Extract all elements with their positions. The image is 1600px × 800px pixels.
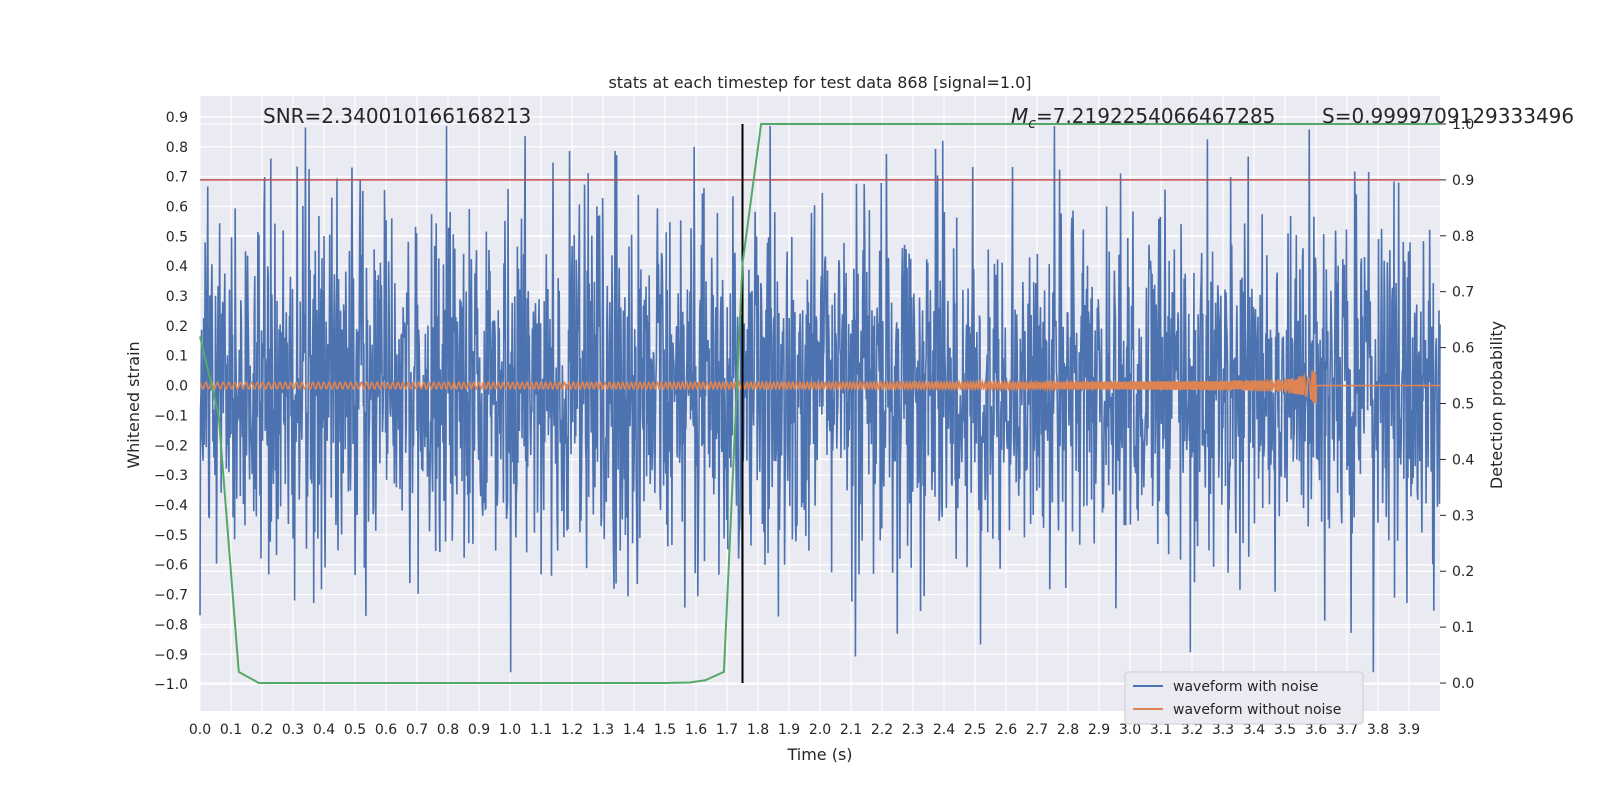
y2-tick-label: 0.2 (1452, 564, 1474, 580)
legend: waveform with noise waveform without noi… (1124, 671, 1364, 725)
y2-tick-label: 0.9 (1452, 173, 1474, 189)
x-tick-label: 1.9 (778, 722, 800, 738)
overlay-lines (200, 123, 1440, 684)
y-tick-label: 0.0 (166, 379, 188, 395)
y-tick-label: −0.3 (154, 468, 188, 484)
y2-tick-label: 0.8 (1452, 229, 1474, 245)
y-axis-title: Whitened strain (124, 341, 143, 468)
x-axis-ticks: 0.0 0.1 0.2 0.3 0.4 0.5 0.6 0.7 0.8 0.9 1.0 1.1 1.2 1… (189, 722, 1420, 738)
x-tick-label: 0.4 (313, 722, 335, 738)
y-axis-ticks: 0.9 0.8 0.7 0.6 0.5 0.4 0.3 0.2 0.1 0.0 −0.1 −0.2 −0… (154, 110, 188, 693)
y2-tick-label: 0.4 (1452, 452, 1474, 468)
y-tick-label: 0.9 (166, 110, 188, 126)
x-tick-label: 2.2 (871, 722, 893, 738)
mc-symbol: M (1011, 104, 1028, 128)
y2-axis-ticks: 1.0 0.9 0.8 0.7 0.6 0.5 0.4 0.3 0.2 0.1 0.0 (1440, 117, 1474, 692)
y-tick-label: −0.5 (154, 528, 188, 544)
y-tick-label: 0.1 (166, 349, 188, 365)
x-tick-label: 1.2 (561, 722, 583, 738)
x-tick-label: 3.3 (1212, 722, 1234, 738)
x-tick-label: 2.6 (995, 722, 1017, 738)
x-tick-label: 3.2 (1181, 722, 1203, 738)
x-tick-label: 3.4 (1243, 722, 1265, 738)
y2-tick-label: 0.3 (1452, 508, 1474, 524)
legend-label-noise: waveform with noise (1173, 679, 1318, 695)
x-tick-label: 1.3 (592, 722, 614, 738)
x-tick-label: 0.5 (344, 722, 366, 738)
x-tick-label: 1.0 (499, 722, 521, 738)
snr-annotation: SNR=2.340010166168213 (263, 104, 531, 128)
y-tick-label: 0.8 (166, 140, 188, 156)
x-tick-label: 2.7 (1026, 722, 1048, 738)
x-tick-label: 3.9 (1398, 722, 1420, 738)
detection-probability-line (199, 122, 1440, 685)
x-tick-label: 0.9 (468, 722, 490, 738)
x-tick-label: 2.8 (1057, 722, 1079, 738)
x-tick-label: 2.5 (964, 722, 986, 738)
x-tick-label: 3.6 (1305, 722, 1327, 738)
x-axis-title: Time (s) (786, 745, 852, 764)
x-tick-label: 3.5 (1274, 722, 1296, 738)
x-tick-label: 0.2 (251, 722, 273, 738)
y2-axis-title: Detection probability (1487, 321, 1506, 489)
x-tick-label: 1.6 (685, 722, 707, 738)
chart-title: stats at each timestep for test data 868… (608, 73, 1031, 92)
mc-annotation: Mc=7.2192254066467285 (1011, 104, 1275, 132)
y2-tick-label: 0.5 (1452, 397, 1474, 413)
y-tick-label: −0.9 (154, 647, 188, 663)
y-tick-label: 0.6 (166, 199, 188, 215)
y2-tick-label: 0.0 (1452, 676, 1474, 692)
legend-label-clean: waveform without noise (1173, 702, 1341, 718)
x-tick-label: 2.4 (933, 722, 955, 738)
x-tick-label: 0.1 (220, 722, 242, 738)
y-tick-label: −0.8 (154, 617, 188, 633)
y2-tick-label: 0.7 (1452, 285, 1474, 301)
y-tick-label: 0.2 (166, 319, 188, 335)
y-tick-label: 0.7 (166, 170, 188, 186)
y2-tick-label: 1.0 (1452, 117, 1474, 133)
x-tick-label: 0.8 (437, 722, 459, 738)
x-tick-label: 3.0 (1119, 722, 1141, 738)
clean-waveform-line (199, 370, 1440, 404)
x-tick-label: 0.6 (375, 722, 397, 738)
x-tick-label: 3.8 (1367, 722, 1389, 738)
series-detection-probability (199, 122, 1440, 685)
y-tick-label: 0.4 (166, 259, 188, 275)
x-tick-label: 0.0 (189, 722, 211, 738)
y2-tick-label: 0.6 (1452, 341, 1474, 357)
x-tick-label: 1.8 (747, 722, 769, 738)
x-tick-label: 2.0 (809, 722, 831, 738)
x-tick-label: 0.7 (406, 722, 428, 738)
y-tick-label: −0.6 (154, 558, 188, 574)
x-tick-label: 2.1 (840, 722, 862, 738)
y-tick-label: −0.1 (154, 408, 188, 424)
y-tick-label: −0.4 (154, 498, 188, 514)
x-tick-label: 1.5 (654, 722, 676, 738)
y-tick-label: −0.7 (154, 588, 188, 604)
legend-box (1124, 671, 1364, 725)
x-tick-label: 2.3 (902, 722, 924, 738)
y-tick-label: −0.2 (154, 438, 188, 454)
x-tick-label: 1.4 (623, 722, 645, 738)
y-tick-label: 0.3 (166, 289, 188, 305)
x-tick-label: 2.9 (1088, 722, 1110, 738)
x-tick-label: 0.3 (282, 722, 304, 738)
series-waveform-without-noise (199, 370, 1440, 404)
y2-tick-label: 0.1 (1452, 620, 1474, 636)
x-tick-label: 1.1 (530, 722, 552, 738)
x-tick-label: 1.7 (716, 722, 738, 738)
y-tick-label: −1.0 (154, 677, 188, 693)
mc-subscript: c (1028, 116, 1036, 132)
y-tick-label: 0.5 (166, 229, 188, 245)
x-tick-label: 3.7 (1336, 722, 1358, 738)
mc-value: =7.2192254066467285 (1036, 104, 1275, 128)
s-annotation: S=0.9999709129333496 (1322, 104, 1574, 128)
x-tick-label: 3.1 (1150, 722, 1172, 738)
